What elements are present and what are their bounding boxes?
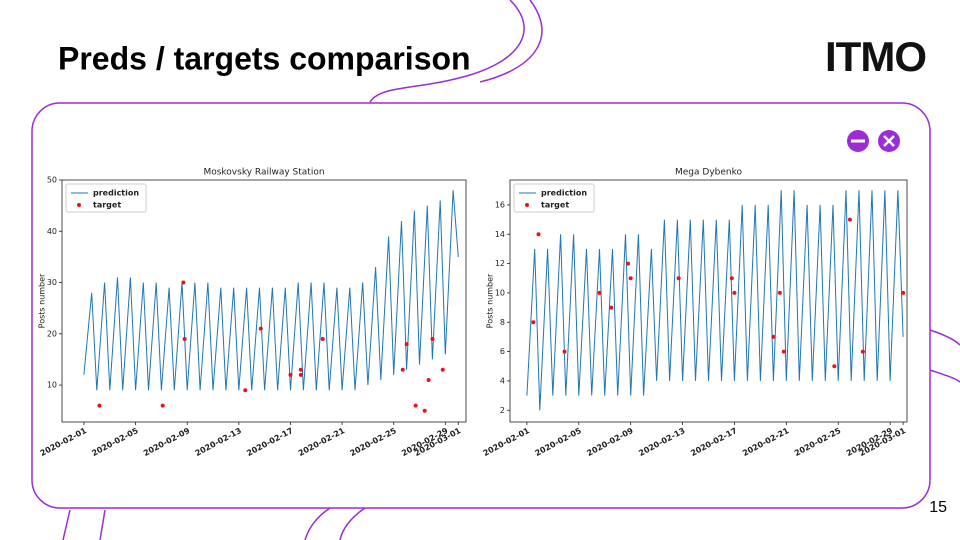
decor-curve [99,509,106,540]
decor [31,0,960,540]
legend-dot [77,203,81,207]
minimize-button[interactable] [847,130,869,152]
target-point [258,326,263,331]
target-point [732,290,737,295]
y-tick-label: 30 [47,278,57,287]
decor-curve [304,507,331,540]
y-tick-label: 10 [47,381,57,390]
target-point [536,232,541,237]
legend-label: target [93,201,121,210]
target-point [400,367,405,372]
legend-box [513,183,595,213]
y-tick-label: 10 [495,288,505,297]
target-point [860,349,865,354]
target-point [413,403,418,408]
decor-curve [479,0,543,83]
target-point [440,367,445,372]
plot-frame [61,179,467,423]
page-number: 15 [929,499,947,516]
decor-curve [929,329,960,346]
decor-curve [339,507,366,540]
target-point [676,276,681,281]
target-point [531,320,536,325]
decor-curve [62,509,71,540]
y-tick-label: 2 [500,406,505,415]
y-tick-label: 20 [47,329,57,338]
target-point [97,403,102,408]
y-axis-label: Posts number [38,273,47,328]
target-point [182,336,187,341]
target-point [288,372,293,377]
target-point [422,408,427,413]
y-tick-label: 12 [495,259,505,268]
target-point [181,280,186,285]
target-point [771,334,776,339]
minimize-glyph [851,139,865,143]
slide-title: Preds / targets comparison [58,40,471,76]
decor-curve [929,369,960,383]
plot-frame [509,179,908,423]
target-point [729,276,734,281]
target-point [426,377,431,382]
target-point [562,349,567,354]
target-point [626,261,631,266]
target-point [597,290,602,295]
legend-label: prediction [93,189,139,198]
target-point [160,403,165,408]
prediction-line [83,190,459,391]
legend-label: prediction [541,189,587,198]
decor-curve [369,0,525,103]
y-tick-label: 16 [495,200,505,209]
target-point [298,372,303,377]
target-point [901,290,906,295]
target-point [781,349,786,354]
target-point [832,364,837,369]
target-point [628,276,633,281]
legend-label: target [541,201,569,210]
legend-dot [525,203,529,207]
target-point [777,290,782,295]
close-button[interactable] [878,130,900,152]
close-glyph [883,135,895,147]
legend-box [65,183,147,213]
target-point [430,336,435,341]
y-tick-label: 14 [495,230,505,239]
logo: ITMO [825,33,926,80]
target-point [298,367,303,372]
chart-title: Mega Dybenko [675,168,742,178]
target-point [320,336,325,341]
chart-title: Moskovsky Railway Station [203,168,324,178]
content-frame [31,102,931,509]
target-point [609,305,614,310]
y-tick-label: 50 [47,176,57,185]
y-tick-label: 4 [500,376,505,385]
y-tick-label: 6 [500,347,505,356]
target-point [847,217,852,222]
y-tick-label: 40 [47,227,57,236]
target-point [243,388,248,393]
y-axis-label: Posts number [486,273,495,328]
target-point [404,342,409,347]
prediction-line [526,190,904,411]
y-tick-label: 8 [500,318,505,327]
